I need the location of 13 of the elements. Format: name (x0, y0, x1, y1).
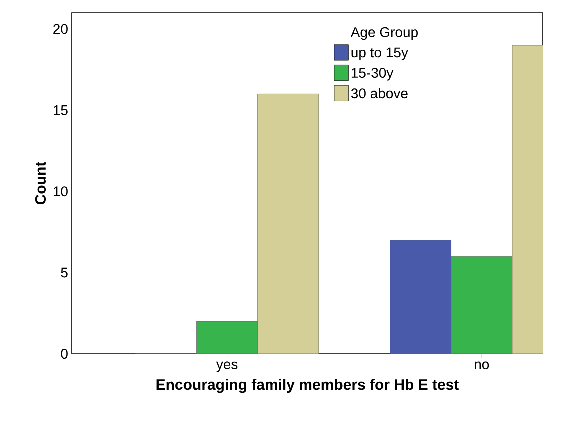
y-tick-label: 10 (54, 186, 68, 197)
x-axis-title: Encouraging family members for Hb E test (156, 379, 459, 394)
y-tick-label: 0 (61, 349, 68, 359)
legend-label: 30 above (351, 88, 408, 99)
x-tick-label: no (475, 362, 490, 370)
x-tick-label: yes (216, 362, 238, 372)
legend-label: 15-30y (352, 68, 394, 81)
legend-label: up to 15y (352, 48, 408, 60)
y-tick-label: 5 (61, 268, 68, 278)
y-tick-label: 15 (54, 106, 68, 116)
y-axis-title: Count (35, 162, 46, 205)
legend-title: Age Group (350, 27, 418, 40)
y-tick-label: 20 (54, 24, 68, 34)
